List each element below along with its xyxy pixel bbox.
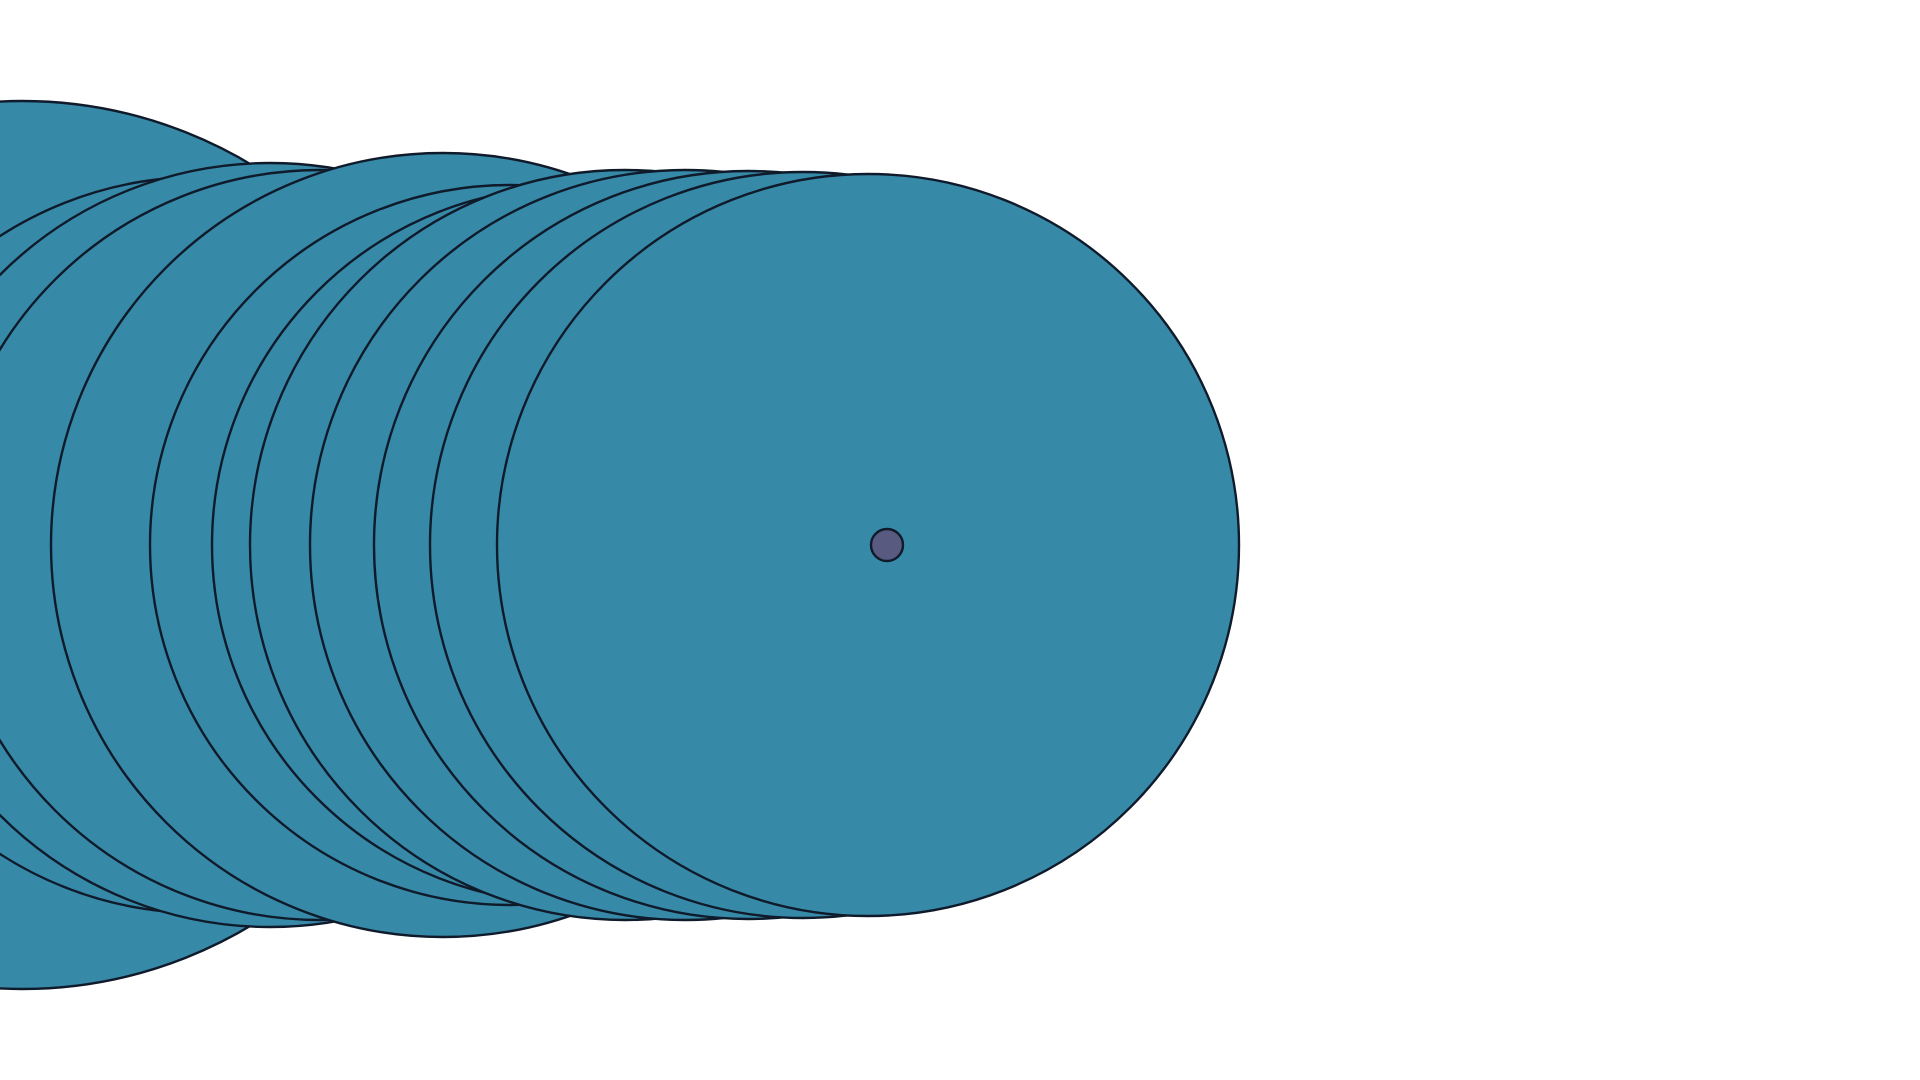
disc-12 [495, 172, 1241, 918]
disc-stack [0, 99, 1241, 991]
marker-dot[interactable] [869, 527, 905, 563]
